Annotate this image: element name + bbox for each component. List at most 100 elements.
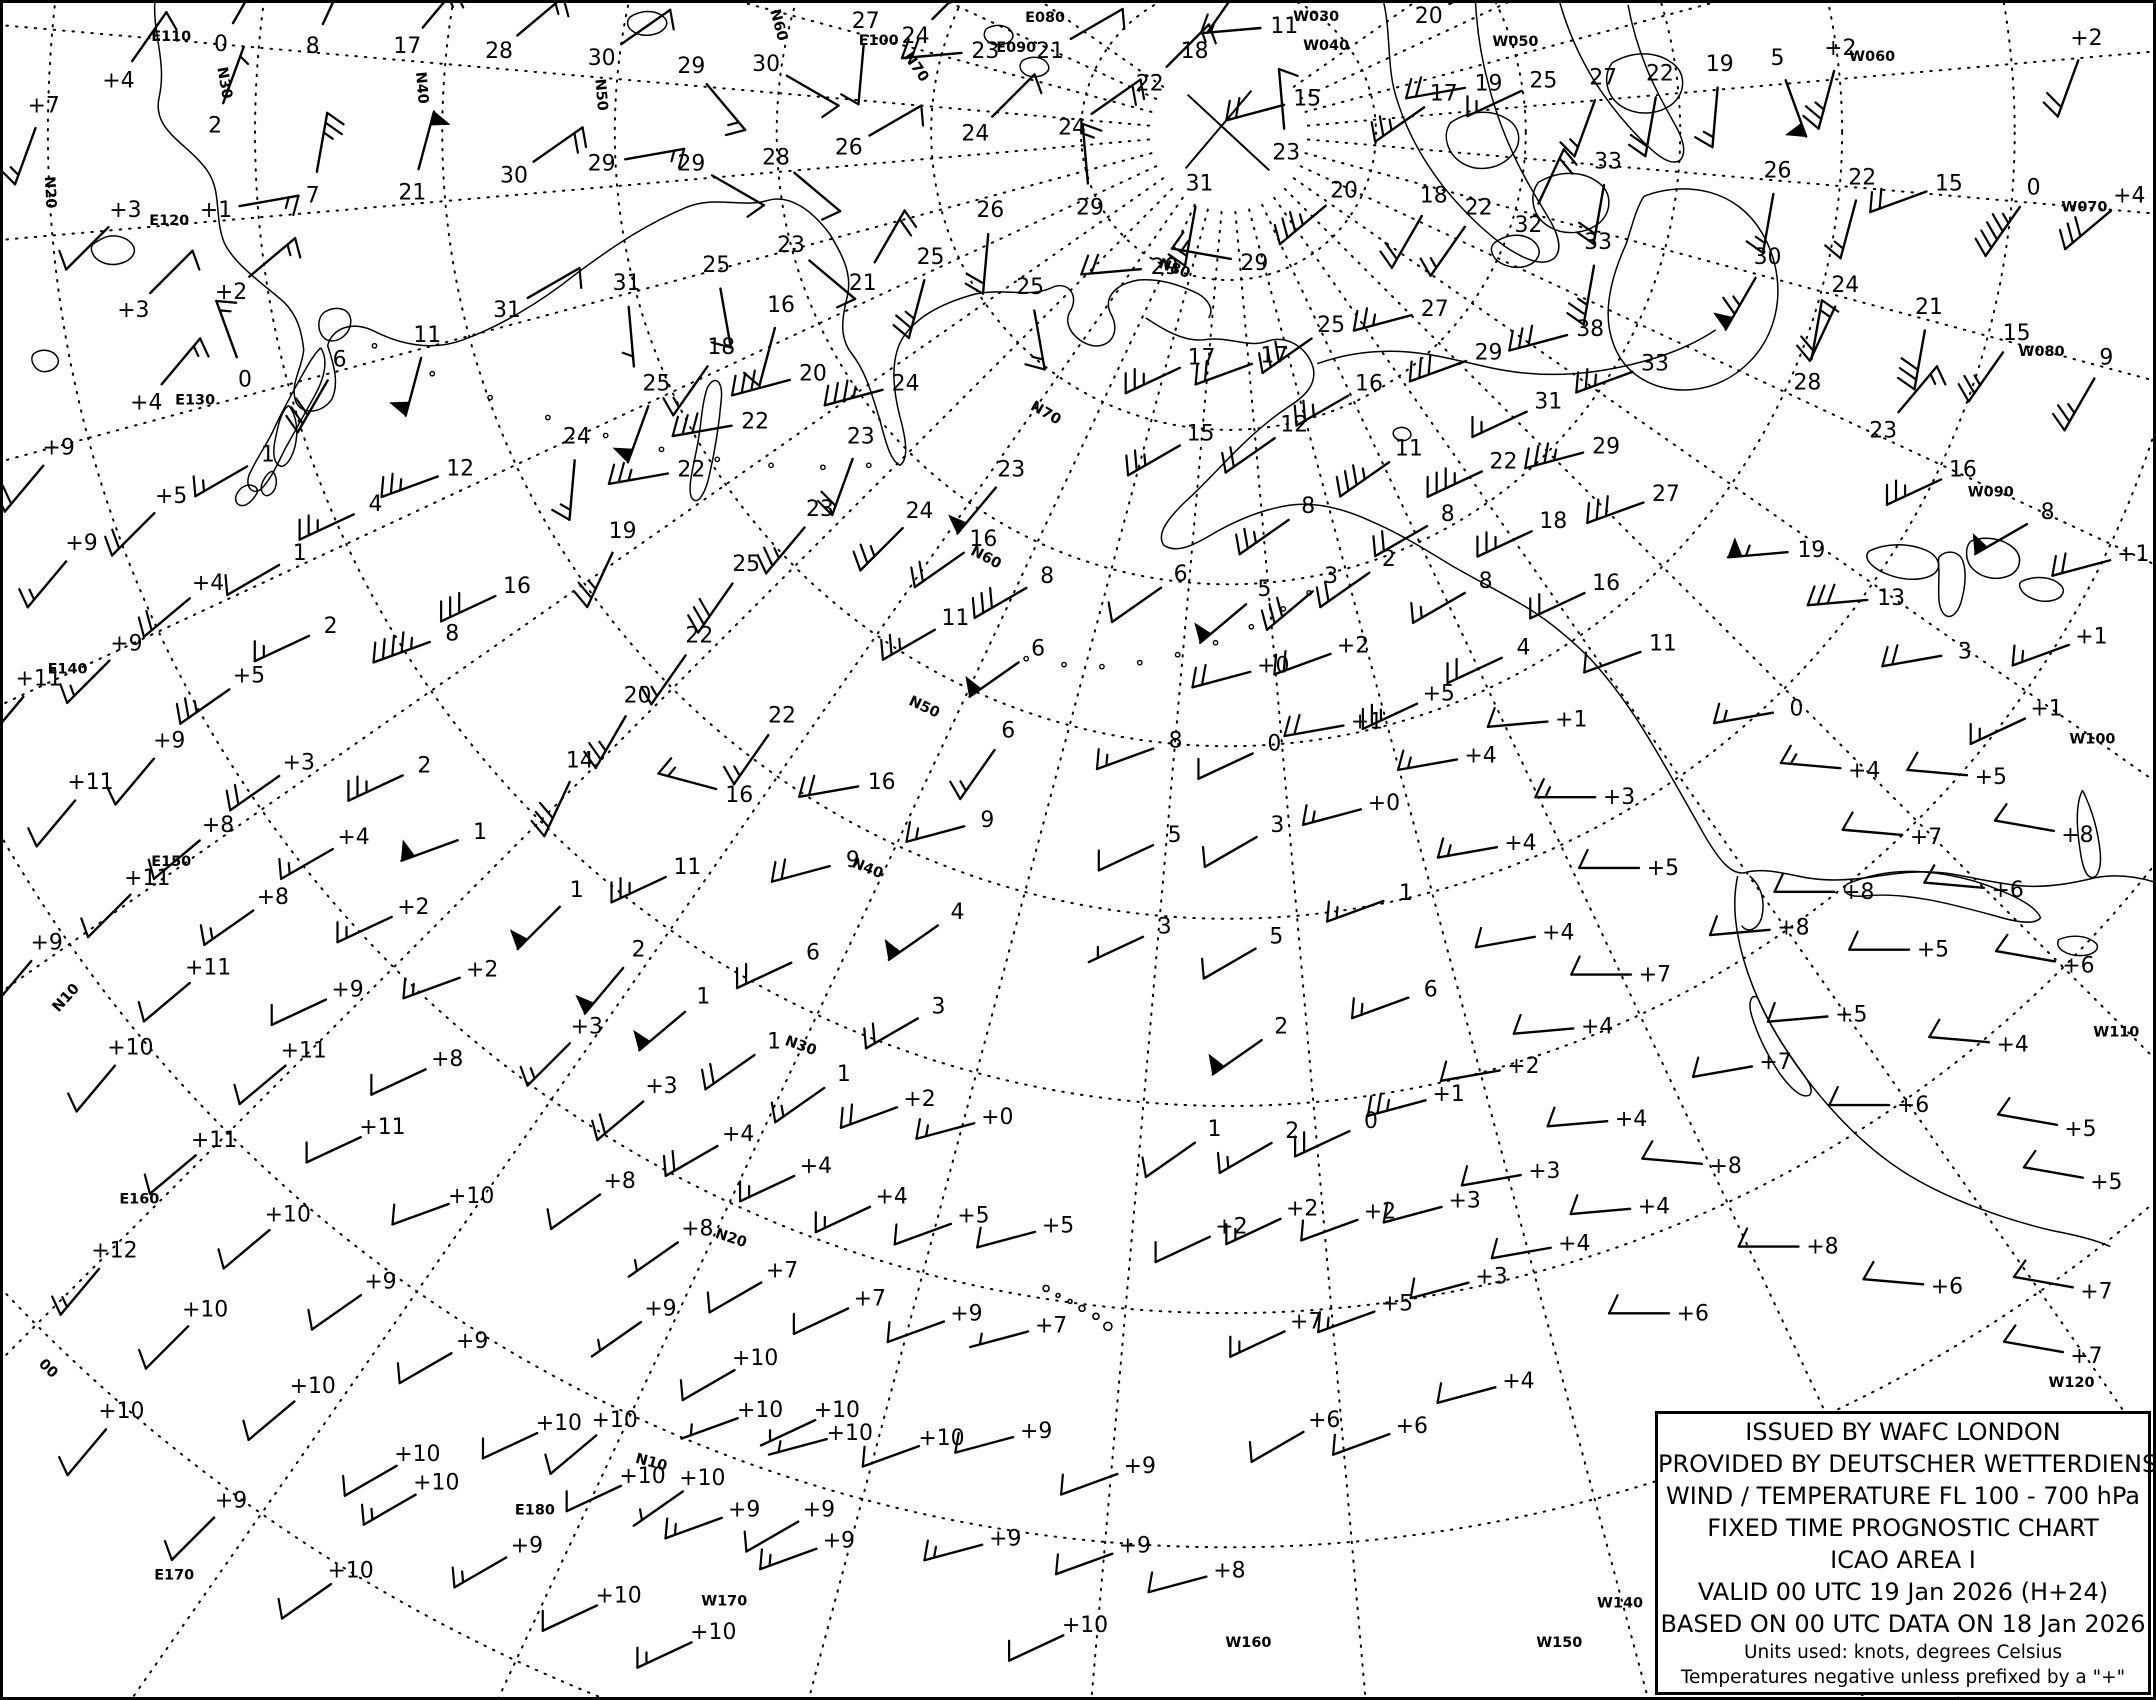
station-temperature: 13 xyxy=(1877,586,1905,611)
wind-station: 3 xyxy=(1260,564,1338,631)
station-temperature: 12 xyxy=(1280,412,1308,437)
station-temperature: 29 xyxy=(677,54,705,79)
wind-station: 20 xyxy=(583,684,651,770)
wind-station: 21 xyxy=(398,110,451,205)
wind-station: 19 xyxy=(1726,537,1825,563)
station-temperature: +10 xyxy=(265,1203,311,1228)
station-temperature: +9 xyxy=(215,1489,247,1514)
wind-station: 1 xyxy=(700,1029,781,1091)
wind-station: +10 xyxy=(1007,1613,1108,1662)
station-temperature: +10 xyxy=(690,1620,736,1645)
wind-station: 1 xyxy=(509,878,584,951)
station-temperature: +5 xyxy=(957,1204,989,1229)
station-temperature: 29 xyxy=(677,151,705,176)
station-temperature: +3 xyxy=(571,1014,603,1039)
station-temperature: 3 xyxy=(1270,813,1284,838)
wind-station: 23 xyxy=(756,497,834,575)
station-temperature: +7 xyxy=(854,1286,886,1311)
wind-station: +4 xyxy=(1569,1194,1670,1220)
station-temperature: 6 xyxy=(806,941,820,966)
wind-station: 29 xyxy=(1524,434,1620,470)
station-temperature: +8 xyxy=(2061,823,2093,848)
wind-station: 8 xyxy=(1410,569,1493,625)
meridian-label: E170 xyxy=(154,1567,194,1583)
station-temperature: +10 xyxy=(732,1346,778,1371)
wind-station: +4 xyxy=(1490,1232,1590,1260)
wind-station: +11 xyxy=(305,1115,406,1164)
station-temperature: +3 xyxy=(117,298,149,323)
wind-station: 11 xyxy=(880,606,969,661)
wind-station: +4 xyxy=(1396,743,1497,772)
wind-station: 23 xyxy=(948,457,1025,535)
wind-station: +8 xyxy=(1708,915,1810,941)
wind-station: +1 xyxy=(1366,1082,1465,1117)
wind-station: 22 xyxy=(1419,195,1493,278)
graticule-grid xyxy=(3,3,2153,1697)
station-temperature: 11 xyxy=(941,606,969,631)
station-temperature: 22 xyxy=(1848,165,1876,190)
station-temperature: 23 xyxy=(847,424,875,449)
station-temperature: 6 xyxy=(333,348,347,373)
station-temperature: 1 xyxy=(837,1062,851,1087)
station-temperature: +10 xyxy=(107,1035,153,1060)
station-temperature: +5 xyxy=(233,664,265,689)
wind-station: +3 xyxy=(1460,1159,1560,1187)
wind-station: +11 xyxy=(80,866,170,939)
wind-station: +8 xyxy=(1147,1558,1246,1594)
wind-station: 28 xyxy=(1793,299,1840,396)
wind-station: 2 xyxy=(347,753,431,802)
wind-station: 20 xyxy=(1273,178,1358,246)
wind-station: +5 xyxy=(2022,1149,2123,1195)
station-temperature: 12 xyxy=(446,456,474,481)
wind-station: +9 xyxy=(743,1498,835,1553)
station-temperature: 24 xyxy=(1831,273,1859,298)
station-temperature: +2 xyxy=(903,1087,935,1112)
station-temperature: +8 xyxy=(202,813,234,838)
wind-station: 16 xyxy=(743,293,795,387)
station-temperature: 16 xyxy=(1355,372,1383,397)
station-temperature: +9 xyxy=(1020,1419,1052,1444)
wind-station: +4 xyxy=(662,1122,754,1178)
meridian-label: W060 xyxy=(1849,49,1895,65)
station-temperature: +3 xyxy=(645,1074,677,1099)
wind-station: +10 xyxy=(767,1421,873,1456)
station-temperature: +3 xyxy=(1448,1189,1480,1214)
wind-station: +7 xyxy=(1570,955,1671,988)
station-temperature: +11 xyxy=(281,1038,327,1063)
wind-station: 28 xyxy=(762,145,842,221)
wind-station: 16 xyxy=(910,527,997,589)
station-temperature: +4 xyxy=(1542,921,1574,946)
wind-station: 4 xyxy=(298,492,382,541)
station-temperature: +4 xyxy=(192,571,224,596)
wind-station: +4 xyxy=(1546,1106,1647,1132)
wind-station: +4 xyxy=(738,1154,832,1203)
wind-station: +5 xyxy=(1766,1001,1867,1027)
station-temperature: 8 xyxy=(1441,502,1455,527)
wind-station: +7 xyxy=(792,1286,886,1335)
station-temperature: +10 xyxy=(737,1398,783,1423)
station-temperature: +5 xyxy=(1835,1002,1867,1027)
station-temperature: 29 xyxy=(1151,255,1179,280)
station-temperature: 5 xyxy=(1168,823,1182,848)
wind-station: 1 xyxy=(633,984,710,1052)
station-temperature: 8 xyxy=(2041,500,2055,525)
wind-station: 30 xyxy=(588,8,675,71)
station-temperature: 16 xyxy=(503,574,531,599)
wind-station: +10 xyxy=(544,1408,638,1475)
wind-station: +8 xyxy=(546,1169,636,1231)
station-temperature: +10 xyxy=(98,1399,144,1424)
wind-station: 22 xyxy=(1426,449,1517,498)
station-temperature: 2 xyxy=(1382,547,1396,572)
wind-station: 17 xyxy=(393,3,465,59)
station-temperature: 1 xyxy=(261,442,275,467)
wind-station: 19 xyxy=(1404,72,1502,100)
wind-station: +4 xyxy=(1436,831,1537,859)
station-temperature: +3 xyxy=(283,750,315,775)
wind-station: +12 xyxy=(51,1239,138,1316)
station-temperature: 30 xyxy=(752,52,780,77)
wind-station: 31 xyxy=(1471,390,1562,439)
station-temperature: 2 xyxy=(632,938,646,963)
station-temperature: 3 xyxy=(1958,640,1972,665)
station-temperature: 24 xyxy=(892,372,920,397)
